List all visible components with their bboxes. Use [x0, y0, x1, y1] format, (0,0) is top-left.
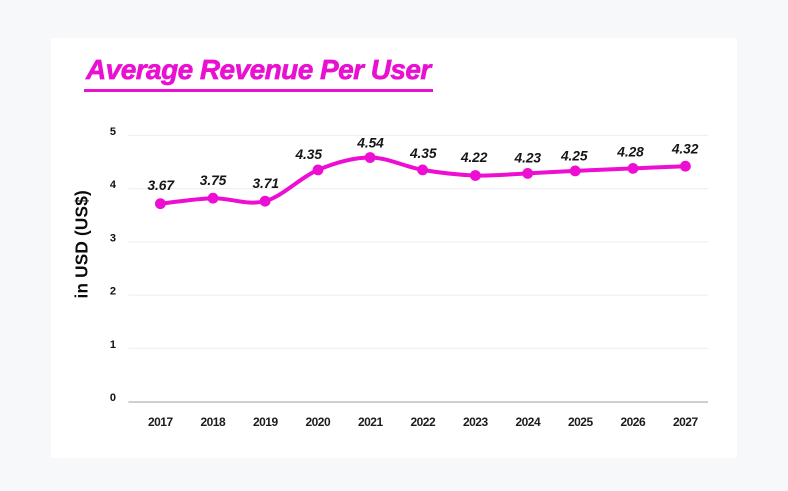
svg-text:1: 1	[110, 339, 116, 351]
svg-text:4.35: 4.35	[409, 146, 437, 161]
svg-text:in USD (US$): in USD (US$)	[72, 190, 92, 298]
svg-text:4.25: 4.25	[560, 148, 588, 163]
svg-text:0: 0	[110, 392, 116, 404]
svg-text:3.71: 3.71	[252, 176, 278, 191]
svg-text:3: 3	[110, 232, 116, 244]
svg-text:3.75: 3.75	[200, 173, 227, 188]
svg-text:4.28: 4.28	[616, 144, 644, 159]
svg-text:5: 5	[110, 126, 116, 138]
svg-text:2020: 2020	[305, 415, 331, 429]
svg-text:4.32: 4.32	[671, 142, 699, 157]
svg-text:2023: 2023	[463, 415, 489, 429]
svg-text:4.22: 4.22	[460, 150, 488, 165]
svg-text:4: 4	[110, 179, 117, 191]
svg-text:2024: 2024	[515, 415, 541, 429]
svg-text:2026: 2026	[620, 415, 646, 429]
svg-text:4.35: 4.35	[294, 147, 322, 162]
svg-text:4.23: 4.23	[514, 151, 542, 166]
svg-text:2019: 2019	[253, 415, 279, 429]
svg-text:4.54: 4.54	[356, 135, 384, 150]
svg-text:2: 2	[110, 286, 116, 298]
svg-text:3.67: 3.67	[147, 178, 175, 193]
svg-text:2025: 2025	[568, 415, 594, 429]
svg-text:2027: 2027	[673, 415, 699, 429]
svg-text:2021: 2021	[358, 415, 384, 429]
svg-text:2017: 2017	[148, 415, 174, 429]
svg-text:2022: 2022	[410, 415, 436, 429]
svg-text:2018: 2018	[200, 415, 226, 429]
